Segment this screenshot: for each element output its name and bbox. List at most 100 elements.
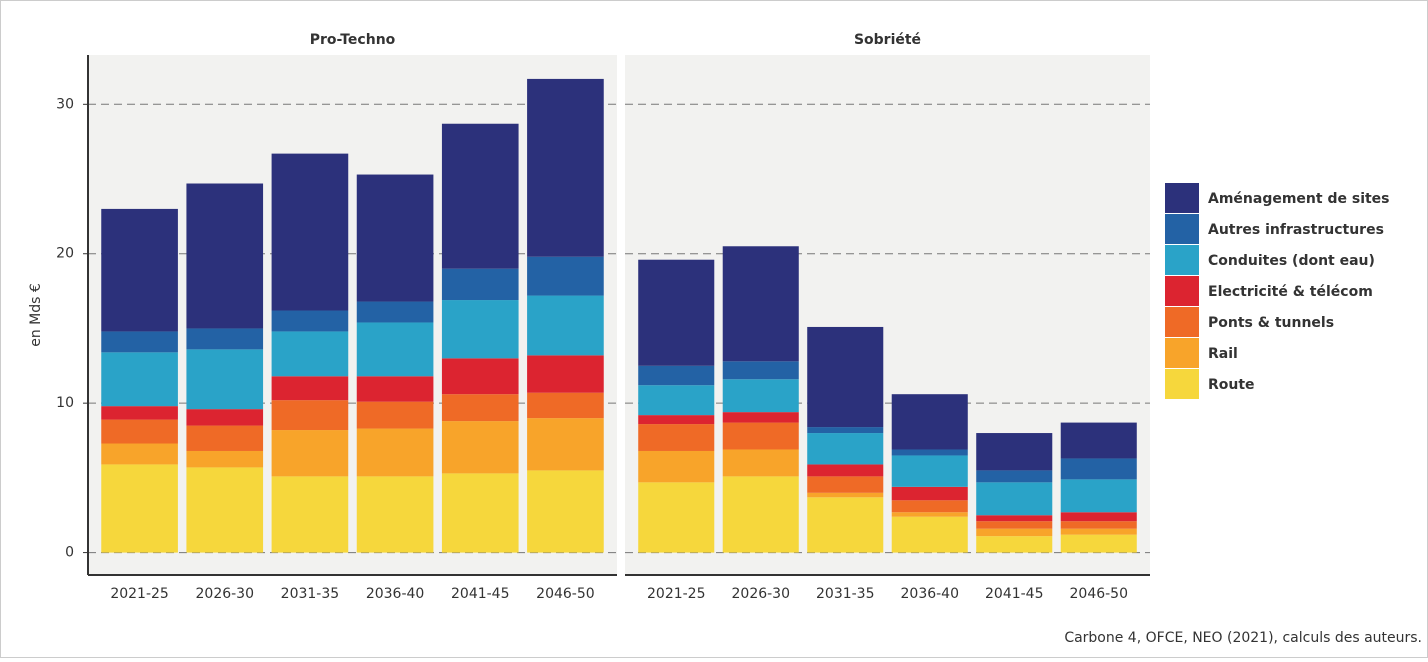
bar-segment xyxy=(638,365,715,386)
bar-segment xyxy=(101,443,178,465)
bar-segment xyxy=(638,259,715,366)
bar-segment xyxy=(1060,512,1137,522)
x-tick-label: 2041-45 xyxy=(451,586,510,602)
bar-segment xyxy=(356,322,434,377)
bar-segment xyxy=(441,268,519,301)
bar-segment xyxy=(186,425,264,451)
bar-segment xyxy=(186,183,264,329)
bar-segment xyxy=(441,421,519,474)
bar-segment xyxy=(186,450,264,468)
bar-segment xyxy=(891,500,968,513)
bar-segment xyxy=(722,361,799,380)
x-tick-label: 2046-50 xyxy=(536,586,595,602)
bar-segment xyxy=(527,418,604,471)
bar-segment xyxy=(271,430,349,477)
bar-segment xyxy=(722,422,799,450)
legend-label: Ponts & tunnels xyxy=(1208,315,1334,331)
bar-segment xyxy=(527,470,604,553)
bar-segment xyxy=(807,492,884,498)
bar-segment xyxy=(722,412,799,423)
legend-swatch xyxy=(1165,276,1199,306)
legend-swatch xyxy=(1165,307,1199,337)
panel-title: Pro-Techno xyxy=(310,32,396,48)
bar-segment xyxy=(976,470,1053,483)
legend-swatch xyxy=(1165,214,1199,244)
bar-segment xyxy=(807,427,884,434)
bar-segment xyxy=(891,486,968,501)
bar-segment xyxy=(441,123,519,269)
bar-segment xyxy=(527,78,604,257)
bar-segment xyxy=(891,512,968,517)
bar-segment xyxy=(271,153,349,311)
bar-segment xyxy=(722,449,799,477)
x-tick-label: 2036-40 xyxy=(901,586,960,602)
bar-segment xyxy=(101,419,178,444)
bar-segment xyxy=(976,536,1053,553)
x-tick-label: 2031-35 xyxy=(816,586,875,602)
bar-segment xyxy=(976,482,1053,516)
bar-segment xyxy=(807,497,884,553)
bar-segment xyxy=(1060,479,1137,513)
bar-segment xyxy=(271,400,349,431)
legend-label: Aménagement de sites xyxy=(1208,191,1390,207)
bar-segment xyxy=(101,208,178,332)
x-tick-label: 2021-25 xyxy=(647,586,706,602)
bar-segment xyxy=(638,482,715,553)
legend-swatch xyxy=(1165,183,1199,213)
legend-label: Rail xyxy=(1208,346,1238,362)
legend-label: Conduites (dont eau) xyxy=(1208,253,1375,269)
bar-segment xyxy=(638,415,715,425)
x-tick-label: 2031-35 xyxy=(281,586,340,602)
bar-segment xyxy=(441,358,519,395)
bar-segment xyxy=(527,355,604,393)
bar-segment xyxy=(1060,534,1137,553)
y-tick-label: 20 xyxy=(56,246,74,262)
bar-segment xyxy=(638,450,715,483)
bar-segment xyxy=(722,246,799,362)
bar-segment xyxy=(807,326,884,428)
bar-segment xyxy=(891,394,968,450)
bar-segment xyxy=(101,331,178,353)
bar-segment xyxy=(807,476,884,493)
panel-title: Sobriété xyxy=(854,32,921,48)
bar-segment xyxy=(101,406,178,420)
x-tick-label: 2026-30 xyxy=(732,586,791,602)
bar-segment xyxy=(1060,458,1137,480)
bar-segment xyxy=(976,528,1053,537)
bar-segment xyxy=(271,310,349,332)
bar-segment xyxy=(527,256,604,296)
legend-swatch xyxy=(1165,369,1199,399)
bar-segment xyxy=(1060,528,1137,535)
bar-segment xyxy=(356,174,434,302)
legend-label: Route xyxy=(1208,377,1255,393)
x-tick-label: 2046-50 xyxy=(1070,586,1129,602)
bar-segment xyxy=(271,376,349,401)
bar-segment xyxy=(356,301,434,323)
bar-segment xyxy=(527,392,604,419)
bar-segment xyxy=(976,433,1053,471)
bar-segment xyxy=(356,476,434,553)
bar-segment xyxy=(356,401,434,429)
y-axis-label: en Mds € xyxy=(28,283,44,347)
bar-segment xyxy=(638,385,715,416)
bar-segment xyxy=(356,428,434,477)
legend-swatch xyxy=(1165,245,1199,275)
x-tick-label: 2041-45 xyxy=(985,586,1044,602)
bar-segment xyxy=(186,328,264,350)
legend-label: Autres infrastructures xyxy=(1208,222,1384,238)
bar-segment xyxy=(101,464,178,553)
bar-segment xyxy=(976,515,1053,522)
bar-segment xyxy=(807,464,884,477)
y-tick-label: 0 xyxy=(65,545,74,561)
legend-label: Electricité & télécom xyxy=(1208,284,1373,300)
x-tick-label: 2036-40 xyxy=(366,586,425,602)
bar-segment xyxy=(356,376,434,402)
bar-segment xyxy=(891,455,968,487)
bar-segment xyxy=(722,379,799,413)
legend-swatch xyxy=(1165,338,1199,368)
bar-segment xyxy=(186,409,264,426)
bar-segment xyxy=(722,476,799,553)
bar-segment xyxy=(976,521,1053,529)
bar-segment xyxy=(527,295,604,356)
